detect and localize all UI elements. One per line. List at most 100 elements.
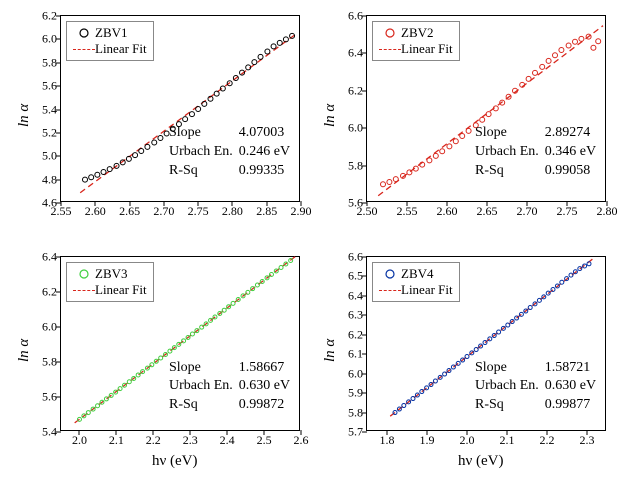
y-tick: 6.2 — [348, 83, 363, 98]
annot-label: Slope — [169, 359, 239, 378]
x-tick: 2.1 — [500, 433, 515, 448]
y-axis-label: ln α — [322, 103, 339, 126]
legend: ZBV4Linear Fit — [372, 262, 460, 302]
y-tick: 6.0 — [348, 366, 363, 381]
y-tick: 6.5 — [348, 269, 363, 284]
x-tick: 2.65 — [119, 204, 140, 219]
y-tick: 6.6 — [348, 250, 363, 265]
legend-sample-label: ZBV1 — [95, 25, 128, 41]
y-tick: 6.2 — [348, 327, 363, 342]
x-tick: 2.0 — [460, 433, 475, 448]
x-tick: 2.70 — [517, 204, 538, 219]
y-tick: 5.4 — [42, 102, 57, 117]
annot-label: Urbach En. — [475, 377, 545, 396]
legend-sample-label: ZBV3 — [95, 266, 128, 282]
annot-value: 0.630 eV — [545, 377, 602, 396]
y-axis-label: ln α — [16, 103, 33, 126]
y-tick: 6.1 — [348, 347, 363, 362]
y-tick: 6.2 — [42, 9, 57, 24]
y-tick: 5.7 — [348, 425, 363, 440]
annot-label: Slope — [475, 359, 545, 378]
x-tick: 2.80 — [222, 204, 243, 219]
annot-label: Urbach En. — [169, 143, 239, 162]
annot-label: Slope — [475, 124, 545, 143]
legend: ZBV2Linear Fit — [372, 21, 460, 61]
x-tick: 2.70 — [153, 204, 174, 219]
legend-fit-label: Linear Fit — [95, 282, 147, 298]
annot-label: R-Sq — [169, 396, 239, 415]
x-tick: 1.9 — [420, 433, 435, 448]
y-tick: 6.0 — [42, 320, 57, 335]
y-tick: 6.6 — [348, 9, 363, 24]
x-tick: 2.2 — [146, 433, 161, 448]
annot-value: 0.630 eV — [239, 377, 296, 396]
annot-value: 0.346 eV — [545, 143, 602, 162]
annot-label: Urbach En. — [475, 143, 545, 162]
annot-value: 1.58667 — [239, 359, 296, 378]
y-tick: 5.6 — [42, 390, 57, 405]
annot-value: 0.99877 — [545, 396, 602, 415]
legend-sample-label: ZBV2 — [401, 25, 434, 41]
legend-fit-label: Linear Fit — [401, 41, 453, 57]
x-tick: 2.0 — [72, 433, 87, 448]
annot-value: 0.99335 — [239, 162, 296, 181]
legend-fitline-icon — [73, 49, 95, 50]
x-tick: 2.65 — [477, 204, 498, 219]
annot-label: R-Sq — [475, 396, 545, 415]
legend-fit-label: Linear Fit — [95, 41, 147, 57]
figure: 2.55 2.60 2.65 2.70 2.75 2.80 2.85 2.90 4.6 4.8 5.… — [0, 0, 625, 502]
annot-value: 4.07003 — [239, 124, 296, 143]
legend: ZBV3Linear Fit — [66, 262, 154, 302]
y-tick: 5.8 — [348, 405, 363, 420]
x-tick: 2.75 — [557, 204, 578, 219]
y-tick: 5.4 — [42, 425, 57, 440]
legend-fitline-icon — [73, 290, 95, 291]
y-tick: 6.4 — [42, 250, 57, 265]
x-tick: 2.60 — [85, 204, 106, 219]
plot-area: 2.552.602.652.702.752.802.852.904.64.85.… — [60, 15, 300, 202]
x-tick: 2.1 — [109, 433, 124, 448]
x-tick: 2.75 — [188, 204, 209, 219]
x-tick: 1.8 — [380, 433, 395, 448]
annot-value: 1.58721 — [545, 359, 602, 378]
y-tick: 6.4 — [348, 46, 363, 61]
annot-label: Slope — [169, 124, 239, 143]
legend-fitline-icon — [379, 49, 401, 50]
y-tick: 6.3 — [348, 308, 363, 323]
y-tick: 5.2 — [42, 125, 57, 140]
x-tick: 2.3 — [580, 433, 595, 448]
annot-value: 0.246 eV — [239, 143, 296, 162]
legend-marker-icon — [73, 268, 95, 280]
x-tick: 2.3 — [183, 433, 198, 448]
plot-area: 1.81.92.02.12.22.35.75.85.96.06.16.26.36… — [366, 256, 606, 431]
panel-zbv4: 1.81.92.02.12.22.35.75.85.96.06.16.26.36… — [314, 246, 614, 483]
legend-marker-icon — [379, 27, 401, 39]
y-tick: 5.9 — [348, 386, 363, 401]
fit-annotation: Slope1.58667Urbach En.0.630 eVR-Sq0.9987… — [169, 359, 296, 416]
x-tick: 2.6 — [294, 433, 309, 448]
annot-value: 0.99872 — [239, 396, 296, 415]
x-tick: 2.60 — [437, 204, 458, 219]
legend: ZBV1Linear Fit — [66, 21, 154, 61]
y-tick: 5.0 — [42, 149, 57, 164]
y-tick: 4.8 — [42, 172, 57, 187]
y-tick: 6.2 — [42, 285, 57, 300]
fit-annotation: Slope1.58721Urbach En.0.630 eVR-Sq0.9987… — [475, 359, 602, 416]
annot-value: 2.89274 — [545, 124, 602, 143]
x-tick: 2.85 — [256, 204, 277, 219]
y-tick: 5.6 — [42, 79, 57, 94]
y-tick: 5.8 — [42, 355, 57, 370]
x-axis-label: hν (eV) — [458, 453, 504, 470]
y-axis-label: ln α — [16, 338, 33, 361]
y-tick: 5.6 — [348, 196, 363, 211]
y-tick: 6.4 — [348, 288, 363, 303]
annot-label: Urbach En. — [169, 377, 239, 396]
legend-fitline-icon — [379, 290, 401, 291]
panel-zbv3: 2.02.12.22.32.42.52.65.45.65.86.06.26.4Z… — [8, 246, 308, 483]
annot-value: 0.99058 — [545, 162, 602, 181]
plot-area: 2.02.12.22.32.42.52.65.45.65.86.06.26.4Z… — [60, 256, 300, 431]
x-tick: 2.90 — [291, 204, 312, 219]
x-tick: 2.80 — [597, 204, 618, 219]
y-tick: 4.6 — [42, 196, 57, 211]
x-tick: 2.55 — [397, 204, 418, 219]
